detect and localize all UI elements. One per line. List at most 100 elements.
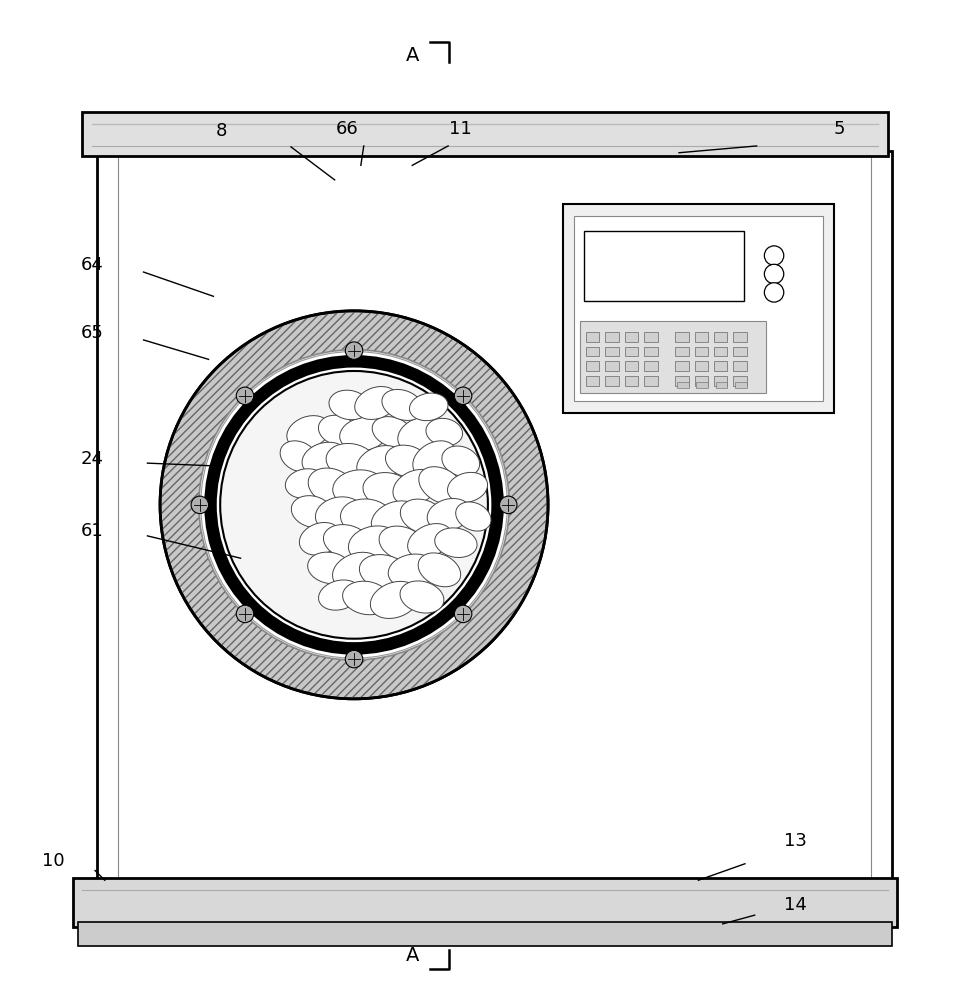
Ellipse shape [291, 496, 333, 528]
FancyBboxPatch shape [643, 376, 657, 386]
Ellipse shape [372, 417, 413, 448]
Text: 11: 11 [449, 120, 472, 138]
FancyBboxPatch shape [82, 112, 887, 156]
Text: A: A [405, 46, 419, 65]
Ellipse shape [425, 418, 462, 446]
Ellipse shape [301, 442, 348, 476]
Text: 13: 13 [783, 832, 806, 850]
Ellipse shape [340, 499, 392, 536]
Ellipse shape [342, 581, 391, 615]
Ellipse shape [332, 552, 381, 589]
Ellipse shape [426, 498, 471, 531]
FancyBboxPatch shape [585, 347, 599, 356]
Circle shape [236, 605, 254, 623]
Ellipse shape [355, 387, 397, 419]
Ellipse shape [328, 390, 369, 420]
Ellipse shape [285, 469, 326, 498]
FancyBboxPatch shape [733, 376, 746, 386]
Circle shape [453, 605, 471, 623]
Ellipse shape [318, 415, 357, 445]
FancyBboxPatch shape [676, 382, 688, 388]
FancyBboxPatch shape [605, 332, 618, 342]
Circle shape [201, 352, 507, 658]
Circle shape [764, 246, 783, 265]
FancyBboxPatch shape [579, 321, 766, 393]
FancyBboxPatch shape [696, 382, 707, 388]
Ellipse shape [379, 526, 425, 561]
Circle shape [345, 650, 362, 668]
Circle shape [236, 387, 254, 405]
Ellipse shape [307, 552, 352, 584]
Text: 8: 8 [215, 122, 227, 140]
FancyBboxPatch shape [97, 151, 891, 888]
Ellipse shape [409, 393, 448, 421]
Ellipse shape [392, 469, 437, 505]
Ellipse shape [447, 472, 487, 502]
FancyBboxPatch shape [733, 361, 746, 371]
Ellipse shape [348, 526, 400, 563]
FancyBboxPatch shape [78, 922, 891, 946]
Text: 65: 65 [80, 324, 104, 342]
Ellipse shape [299, 522, 340, 555]
Circle shape [220, 371, 487, 639]
Ellipse shape [357, 446, 403, 481]
FancyBboxPatch shape [585, 376, 599, 386]
Text: 14: 14 [783, 896, 806, 914]
Ellipse shape [326, 443, 376, 479]
FancyBboxPatch shape [713, 361, 727, 371]
Ellipse shape [359, 555, 410, 591]
Text: 66: 66 [335, 120, 359, 138]
Ellipse shape [318, 580, 360, 610]
Ellipse shape [442, 446, 479, 476]
FancyBboxPatch shape [574, 216, 822, 401]
FancyBboxPatch shape [733, 332, 746, 342]
Text: 10: 10 [42, 852, 65, 870]
Text: 24: 24 [80, 450, 104, 468]
FancyBboxPatch shape [674, 376, 688, 386]
Text: 61: 61 [80, 522, 104, 540]
Circle shape [764, 264, 783, 284]
Ellipse shape [407, 524, 452, 558]
FancyBboxPatch shape [713, 376, 727, 386]
FancyBboxPatch shape [624, 361, 638, 371]
FancyBboxPatch shape [643, 347, 657, 356]
FancyBboxPatch shape [585, 361, 599, 371]
Ellipse shape [434, 528, 477, 557]
Ellipse shape [308, 468, 355, 505]
Ellipse shape [455, 502, 490, 531]
Ellipse shape [287, 416, 329, 449]
FancyBboxPatch shape [694, 332, 707, 342]
FancyBboxPatch shape [674, 361, 688, 371]
FancyBboxPatch shape [562, 204, 833, 413]
FancyBboxPatch shape [643, 361, 657, 371]
FancyBboxPatch shape [733, 347, 746, 356]
FancyBboxPatch shape [713, 332, 727, 342]
FancyBboxPatch shape [605, 347, 618, 356]
FancyBboxPatch shape [583, 231, 743, 301]
FancyBboxPatch shape [674, 332, 688, 342]
Circle shape [199, 350, 509, 660]
Ellipse shape [413, 441, 455, 478]
Ellipse shape [388, 554, 436, 588]
FancyBboxPatch shape [713, 347, 727, 356]
Ellipse shape [323, 525, 371, 559]
Ellipse shape [370, 581, 419, 618]
Ellipse shape [280, 441, 317, 472]
Ellipse shape [339, 417, 388, 451]
FancyBboxPatch shape [605, 361, 618, 371]
FancyBboxPatch shape [694, 361, 707, 371]
FancyBboxPatch shape [694, 376, 707, 386]
Ellipse shape [332, 470, 385, 507]
Text: A: A [405, 946, 419, 965]
Ellipse shape [371, 501, 420, 538]
FancyBboxPatch shape [624, 376, 638, 386]
Circle shape [499, 496, 516, 514]
FancyBboxPatch shape [715, 382, 727, 388]
FancyBboxPatch shape [73, 878, 896, 927]
Ellipse shape [419, 467, 463, 504]
Ellipse shape [399, 581, 444, 613]
FancyBboxPatch shape [605, 376, 618, 386]
FancyBboxPatch shape [624, 347, 638, 356]
FancyBboxPatch shape [694, 347, 707, 356]
Ellipse shape [385, 445, 429, 477]
